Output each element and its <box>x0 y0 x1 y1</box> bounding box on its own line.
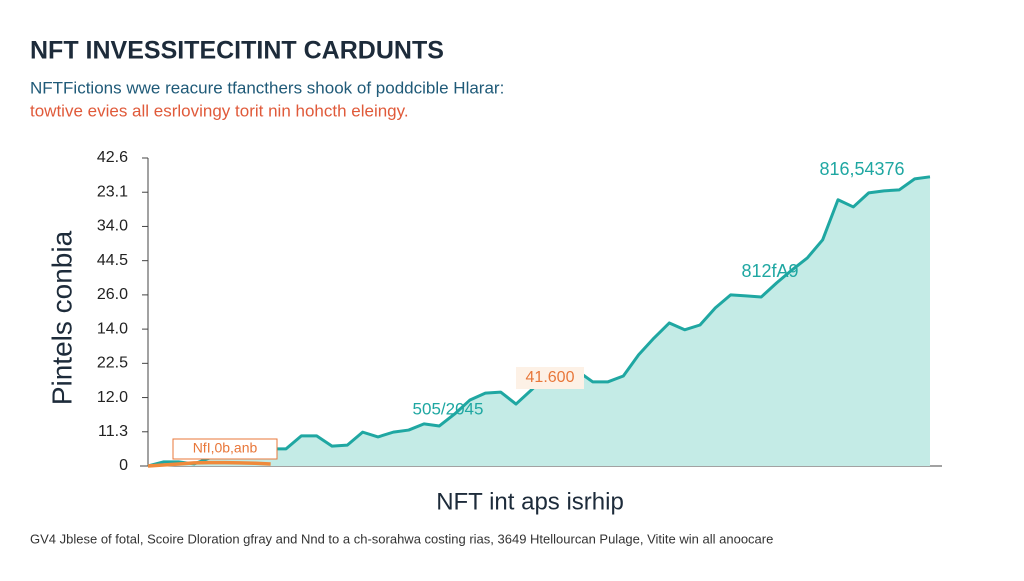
y-tick-label: 0 <box>119 457 128 474</box>
line <box>147 460 271 468</box>
annotation-box <box>516 367 584 389</box>
y-tick-label: 14.0 <box>97 320 128 337</box>
annotation: 41.600 <box>526 369 575 386</box>
y-tick-label: 11.3 <box>98 423 128 440</box>
y-tick-label: 44.5 <box>97 252 128 269</box>
annotation: 505/2045 <box>413 399 484 418</box>
y-tick-label: 12.0 <box>97 389 128 406</box>
chart-title: NFT INVESSITECITINT CARDUNTS <box>30 37 444 65</box>
chart-subtitle: towtive evies all esrlovingy torit nin h… <box>30 101 409 120</box>
y-tick-label: 22.5 <box>97 355 128 372</box>
annotation: 816,54376 <box>819 159 904 179</box>
x-axis-title: NFT int aps isrhip <box>436 488 624 515</box>
y-tick-label: 23.1 <box>97 183 128 200</box>
y-axis-title: Pintels conbia <box>46 230 77 405</box>
annotation: NfI,0b,anb <box>193 440 258 456</box>
chart-subtitle: NFTFictions wwe reacure tfancthers shook… <box>30 78 504 97</box>
annotation-box <box>172 438 278 460</box>
y-tick-label: 34.0 <box>97 218 128 235</box>
y-tick-label: 26.0 <box>97 286 128 303</box>
area <box>148 176 930 467</box>
annotation: 812fA9 <box>741 261 798 281</box>
footer: GV4 Jblese of fotal, Scoire Dloration gf… <box>30 531 773 546</box>
y-tick-label: 42.6 <box>97 149 128 166</box>
